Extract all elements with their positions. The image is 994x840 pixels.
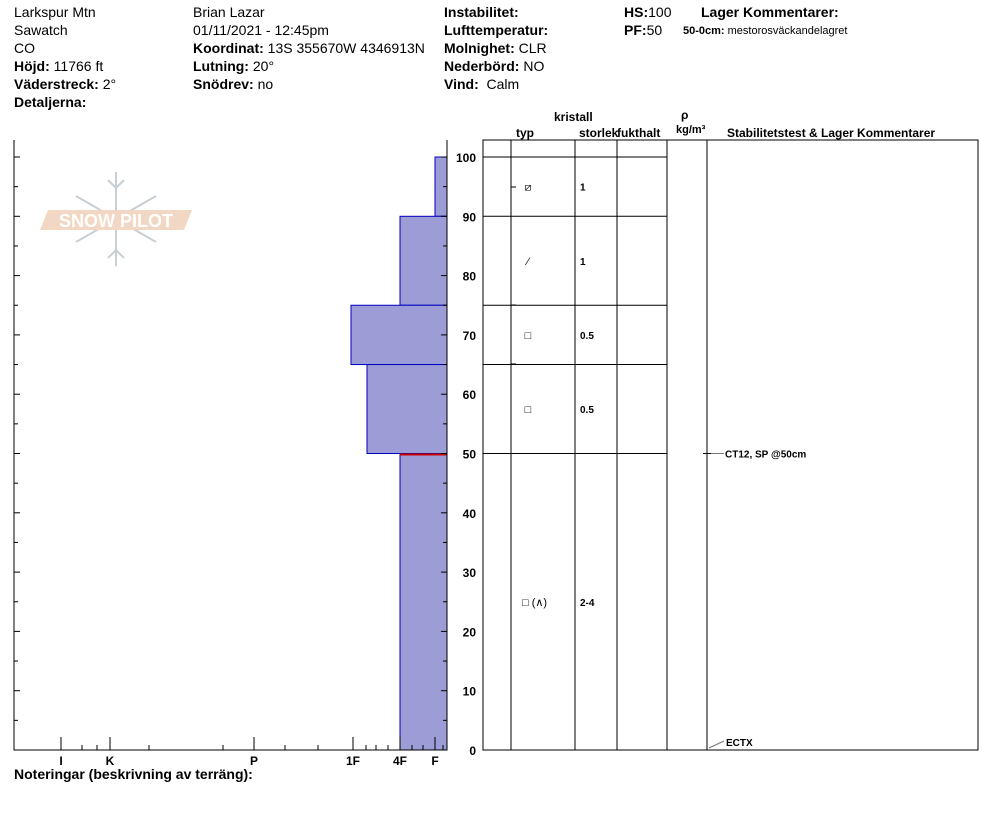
header-crystal: kristall <box>554 110 593 124</box>
wind: Vind: Calm <box>444 76 520 92</box>
depth-label-40: 40 <box>463 507 477 521</box>
stability-test-1: ECTX <box>726 738 753 749</box>
notes-label: Noteringar (beskrivning av terräng): <box>14 766 253 782</box>
header-size: storlek <box>579 126 619 140</box>
depth-label-60: 60 <box>463 388 477 402</box>
layer-comment: 50-0cm: mestorosväckandelagret <box>683 25 848 37</box>
hs: HS:100 <box>624 4 672 20</box>
header-density-unit: kg/m³ <box>676 124 706 136</box>
slope: Lutning: 20° <box>193 58 275 74</box>
crystal-size-0: 1 <box>580 183 586 194</box>
header-rho: ρ <box>681 108 689 122</box>
stability-test-0: CT12, SP @50cm <box>725 450 806 461</box>
details-label: Detaljerna: <box>14 94 87 110</box>
test-arrow-1 <box>708 740 725 749</box>
crystal-size-3: 0.5 <box>580 405 594 416</box>
hardness-bar-3 <box>366 364 448 454</box>
hardness-label-I: I <box>59 754 62 768</box>
aspect: Väderstreck: 2° <box>14 76 117 92</box>
svg-text:SNOW PILOT: SNOW PILOT <box>59 211 173 231</box>
crystal-size-1: 1 <box>580 257 586 268</box>
coordinates: Koordinat: 13S 355670W 4346913N <box>193 40 425 56</box>
depth-label-100: 100 <box>456 151 476 165</box>
depth-label-80: 80 <box>463 270 477 284</box>
layer-comments-label: Lager Kommentarer: <box>701 4 839 20</box>
hardness-bar-1 <box>399 215 448 306</box>
observer: Brian Lazar <box>193 4 265 20</box>
crystal-type-2: □ <box>525 330 532 342</box>
crystal-type-3: □ <box>525 404 532 416</box>
hardness-bar-4 <box>399 453 448 751</box>
layer-table-frame <box>482 139 979 751</box>
location: Larkspur Mtn <box>14 4 96 20</box>
depth-label-30: 30 <box>463 566 477 580</box>
hardness-bar-2 <box>350 304 448 366</box>
header-type: typ <box>516 126 534 140</box>
sky: Molnighet: CLR <box>444 40 547 56</box>
depth-label-20: 20 <box>463 625 477 639</box>
elevation: Höjd: 11766 ft <box>14 58 104 74</box>
depth-label-70: 70 <box>463 329 477 343</box>
drift: Snödrev: no <box>193 76 274 92</box>
state: CO <box>14 40 35 56</box>
depth-label-90: 90 <box>463 210 477 224</box>
pf: PF:50 <box>624 22 663 38</box>
crystal-type-1: ⁄ <box>524 256 531 268</box>
header-stability: Stabilitetstest & Lager Kommentarer <box>727 126 936 140</box>
depth-label-50: 50 <box>463 448 477 462</box>
hardness-label-1F: 1F <box>346 754 360 768</box>
range: Sawatch <box>14 22 68 38</box>
crystal-type-4: □ (∧) <box>522 597 547 609</box>
instability-label: Instabilitet: <box>444 4 519 20</box>
depth-label-0: 0 <box>469 744 476 758</box>
hardness-label-F: F <box>431 754 438 768</box>
crystal-size-4: 2-4 <box>580 598 595 609</box>
airtemp-label: Lufttemperatur: <box>444 22 549 38</box>
hardness-label-K: K <box>106 754 115 768</box>
snowpilot-logo: SNOW PILOT <box>40 172 192 266</box>
hardness-label-4F: 4F <box>393 754 407 768</box>
chart-frame <box>13 140 448 751</box>
hardness-label-P: P <box>250 754 258 768</box>
precip: Nederbörd: NO <box>444 58 545 74</box>
header-moisture: fukthalt <box>617 126 661 140</box>
depth-label-10: 10 <box>463 685 477 699</box>
crystal-size-2: 0.5 <box>580 331 594 342</box>
datetime: 01/11/2021 - 12:45pm <box>193 22 329 38</box>
crystal-type-0: ⧄ <box>525 182 532 194</box>
